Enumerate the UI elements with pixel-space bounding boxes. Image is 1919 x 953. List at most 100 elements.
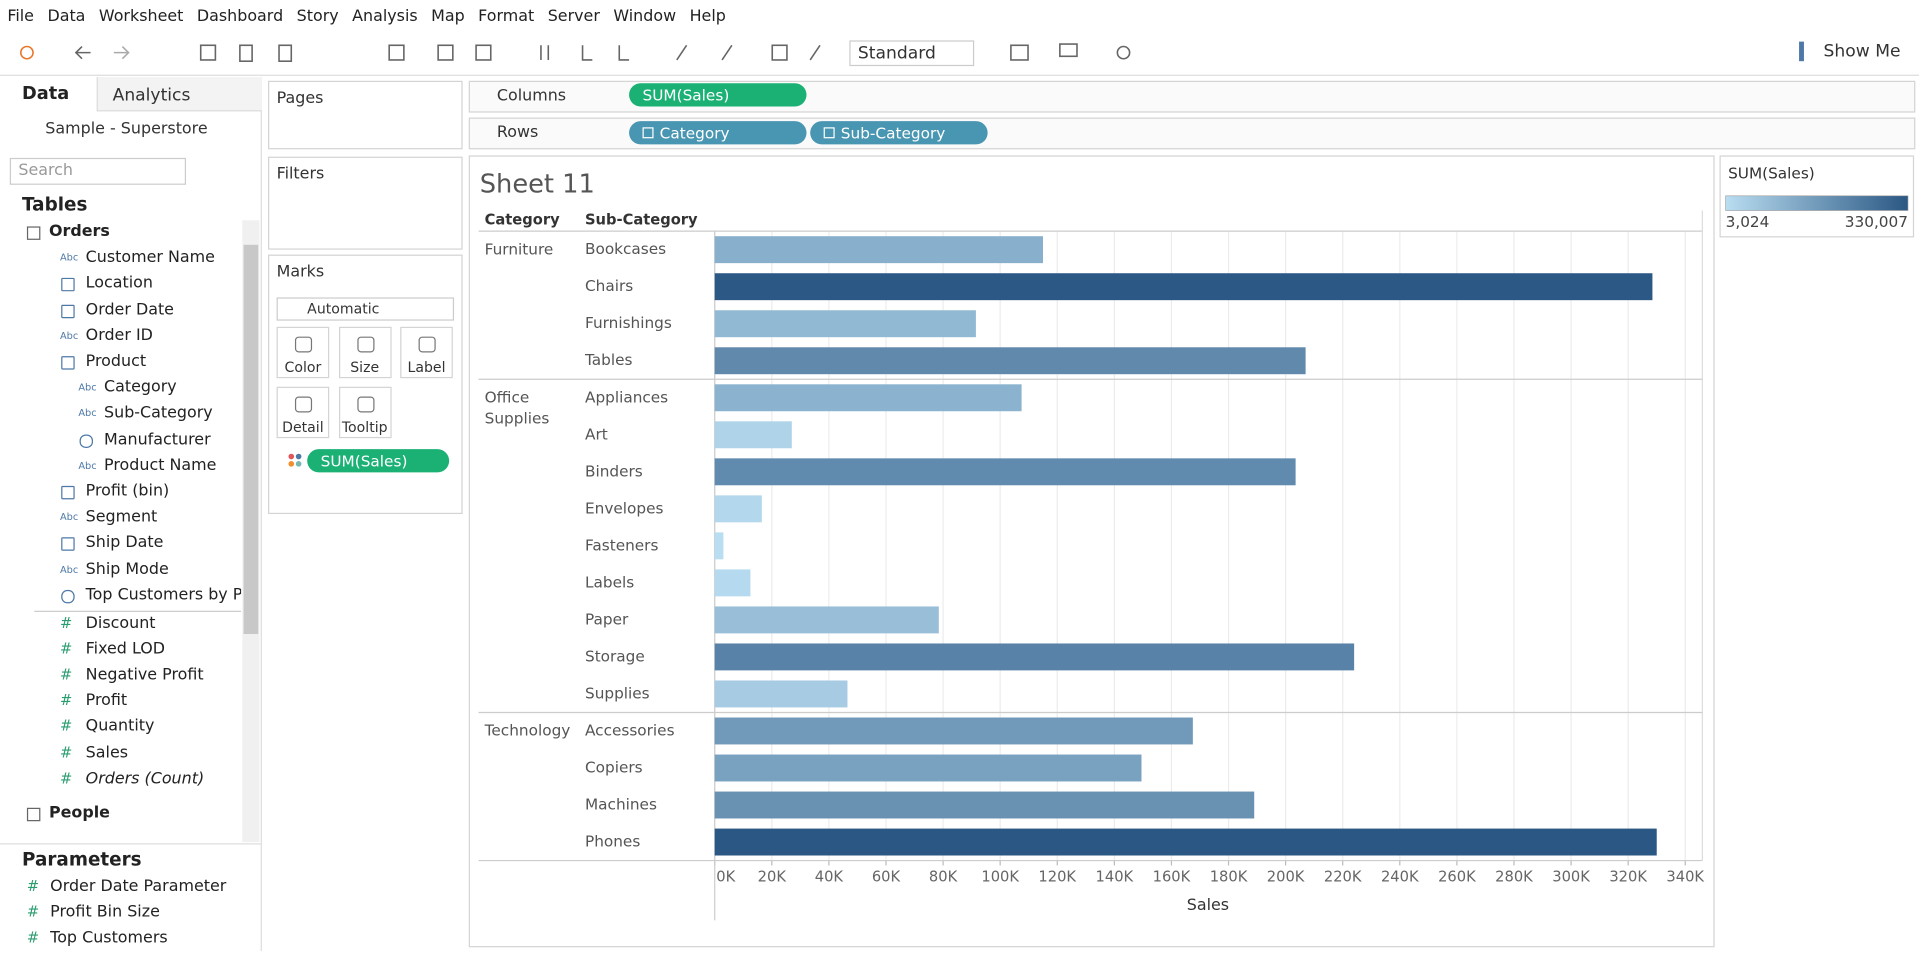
menu-item[interactable]: Story [296, 6, 339, 26]
table[interactable]: Orders [0, 220, 241, 246]
field-name: Product Name [104, 456, 217, 475]
tables-heading: Tables [22, 193, 88, 216]
field[interactable]: Abc Segment [0, 506, 241, 532]
mark-button[interactable]: Color [276, 326, 330, 379]
parameter-name: Profit Bin Size [50, 903, 160, 922]
field[interactable]: # Profit [0, 689, 241, 715]
parameter[interactable]: # Profit Bin Size [0, 901, 241, 927]
field-name: Order ID [85, 326, 153, 345]
category-label: Technology [484, 721, 571, 740]
tab[interactable]: Data [22, 84, 70, 105]
menu-item[interactable]: Server [547, 6, 600, 26]
field[interactable]: Order Date [0, 298, 241, 324]
toolbar: Standard Show Me [0, 33, 1919, 76]
field[interactable]: # Orders (Count) [0, 767, 241, 793]
field-name: Ship Mode [85, 560, 169, 579]
table[interactable]: People [0, 802, 241, 828]
field-name: Profit (bin) [85, 482, 170, 501]
pill[interactable]: SUM(Sales) [629, 83, 807, 107]
field-icon: Abc [59, 330, 79, 342]
field-icon: Abc [78, 459, 97, 471]
mark-button-icon [294, 336, 313, 353]
field-icon: Abc [59, 252, 79, 264]
field-name: Category [104, 378, 177, 397]
field[interactable]: Abc Product Name [0, 454, 241, 480]
field-name: Sales [85, 743, 129, 762]
menu-item[interactable]: Analysis [352, 6, 418, 26]
fit-dropdown[interactable]: Standard [849, 40, 975, 67]
field-name: Quantity [85, 717, 155, 736]
filters-card: Filters [268, 156, 463, 250]
field[interactable]: Abc Sub-Category [0, 402, 241, 428]
search-box[interactable]: Search [9, 157, 187, 185]
mark-button[interactable]: Tooltip [338, 386, 392, 439]
tab[interactable]: Analytics [112, 85, 191, 106]
field[interactable]: Abc Ship Mode [0, 558, 241, 584]
mark-type-dropdown[interactable]: Automatic [276, 297, 455, 321]
mark-button-label: Tooltip [341, 418, 388, 436]
field-icon [61, 537, 75, 552]
field-icon [61, 356, 75, 370]
field-icon: # [26, 903, 40, 921]
mark-button[interactable]: Size [338, 326, 392, 379]
pill[interactable]: Category [629, 121, 807, 145]
field[interactable]: Ship Date [0, 532, 241, 558]
field[interactable]: Abc Category [0, 376, 241, 402]
mark-pill[interactable]: SUM(Sales) [307, 449, 450, 473]
field[interactable]: # Discount [0, 611, 241, 637]
field-name: Ship Date [85, 534, 164, 553]
field[interactable]: Product [0, 350, 241, 376]
category-label: Office Supplies [484, 387, 550, 428]
field-name: Manufacturer [104, 430, 211, 449]
field-icon [61, 589, 75, 604]
pill-icon [823, 127, 835, 139]
menu-item[interactable]: Data [47, 6, 86, 26]
parameter[interactable]: # Top Customers [0, 927, 241, 953]
pill-icon [642, 127, 654, 139]
data-pane: Data Analytics Sample - Superstore Searc… [0, 77, 262, 951]
data-source[interactable]: Sample - Superstore [45, 119, 208, 139]
field-name: Discount [85, 613, 156, 633]
pill[interactable]: Sub-Category [810, 121, 988, 145]
table-name: People [48, 803, 110, 823]
menu-item[interactable]: Window [613, 6, 677, 26]
table-name: Orders [48, 222, 110, 242]
field[interactable]: Location [0, 272, 241, 298]
field-icon: # [26, 877, 40, 895]
color-icon [288, 453, 302, 467]
field[interactable]: Abc Customer Name [0, 246, 241, 272]
menu-item[interactable]: Worksheet [98, 6, 184, 26]
mark-button[interactable]: Label [400, 326, 453, 379]
field[interactable]: # Negative Profit [0, 663, 241, 689]
field-name: Product [85, 352, 147, 371]
menu-item[interactable]: Dashboard [196, 6, 284, 26]
field-icon: # [26, 929, 40, 947]
field-icon [61, 485, 75, 500]
shelf-label: Columns [496, 86, 567, 106]
field-name: Customer Name [85, 248, 215, 268]
category-label: Furniture [484, 239, 554, 259]
menu-bar: File Data Worksheet Dashboard Story Analysis M… [0, 0, 726, 32]
legend-card [1719, 155, 1915, 238]
field-name: Location [85, 274, 153, 293]
mark-button-label: Color [284, 358, 322, 376]
field[interactable]: Profit (bin) [0, 480, 241, 506]
menu-item[interactable]: Map [431, 6, 465, 26]
field-name: Fixed LOD [85, 639, 166, 659]
field[interactable]: Abc Order ID [0, 324, 241, 350]
mark-button[interactable]: Detail [276, 386, 330, 439]
field[interactable]: # Sales [0, 741, 241, 767]
field[interactable]: # Quantity [0, 715, 241, 741]
field-name: Negative Profit [85, 665, 204, 685]
parameter[interactable]: # Order Date Parameter [0, 875, 241, 901]
menu-item[interactable]: File [7, 6, 34, 26]
field[interactable]: Manufacturer [0, 428, 241, 454]
menu-item[interactable]: Help [689, 6, 726, 26]
field[interactable]: # Fixed LOD [0, 637, 241, 663]
menu-item[interactable]: Format [478, 6, 535, 26]
field-icon: Abc [78, 408, 97, 420]
field[interactable]: Top Customers by Pr... [0, 584, 241, 610]
show-me[interactable]: Show Me [1799, 41, 1901, 62]
